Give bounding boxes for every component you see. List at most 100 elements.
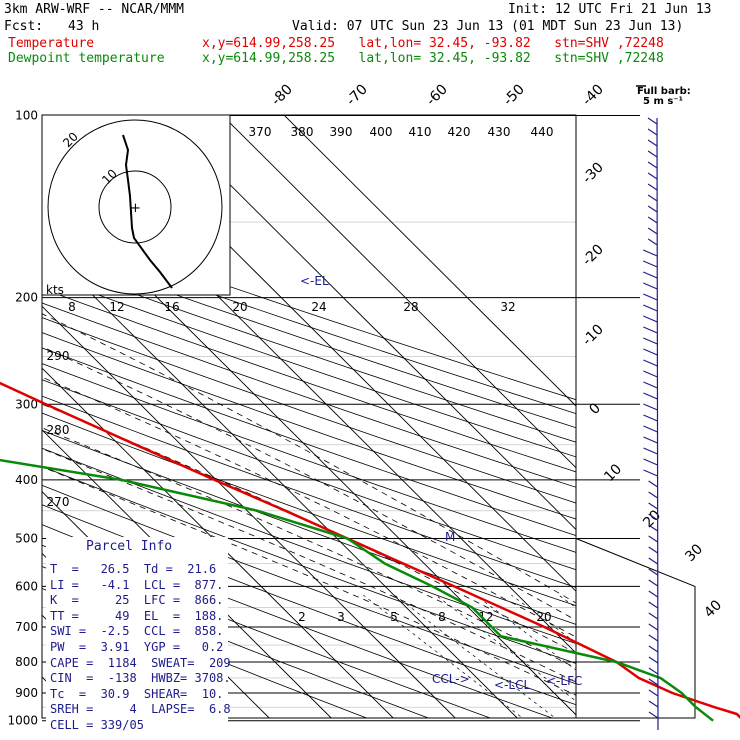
- isotherm-line: [283, 115, 576, 718]
- wind-barb: [648, 623, 659, 631]
- parcel-info-row: PW = 3.91 YGP = 0.2: [50, 640, 224, 654]
- wind-barb: [648, 524, 658, 532]
- mixing-ratio-label: 5: [390, 610, 398, 624]
- parcel-info-row: K = 25 LFC = 866.: [50, 593, 224, 608]
- wind-barb: [643, 337, 658, 345]
- wind-barb: [643, 392, 658, 400]
- parcel-info-row: CELL = 339/05: [50, 718, 144, 732]
- el-marker: <-EL: [300, 274, 329, 288]
- dry-adiabat-line: [42, 115, 576, 718]
- wind-barb: [647, 227, 658, 235]
- wind-barb: [643, 425, 658, 433]
- mixing-ratio-label: 8: [438, 610, 446, 624]
- forecast-label: Fcst:: [4, 19, 44, 34]
- dry-adiabat-line: [42, 115, 576, 718]
- diagram-tail: [575, 538, 696, 719]
- wind-barb: [643, 282, 658, 290]
- parcel-info-row: TT = 49 EL = 188.: [50, 608, 224, 623]
- wind-barb: [647, 128, 658, 136]
- pressure-label: 1000: [7, 714, 38, 728]
- wind-barb: [643, 249, 658, 257]
- dry-adiabat-line: [42, 115, 576, 718]
- dry-adiabat-line: [42, 115, 576, 718]
- parcel-info-row: Tc = 30.9 SHEAR= 10.: [50, 686, 224, 701]
- wind-barb: [647, 183, 658, 191]
- wind-barb: [643, 370, 658, 378]
- parcel-info-panel: Parcel Info T = 26.5 Td = 21.6 LI = -4.1 …: [46, 537, 231, 737]
- wind-barb: [647, 150, 658, 158]
- theta-label: 410: [409, 125, 432, 139]
- isotherm-label: -30: [579, 159, 606, 186]
- moist-adiabat-label: 32: [500, 300, 515, 314]
- lower-theta-label: 280: [47, 423, 70, 437]
- pressure-label: 800: [15, 655, 38, 669]
- theta-label: 370: [249, 125, 272, 139]
- wind-barb: [643, 260, 658, 268]
- parcel-info-row: T = 26.5 Td = 21.6: [50, 562, 217, 576]
- parcel-info-row: CAPE = 1184 SWEAT= 209: [50, 655, 231, 670]
- forecast-hour: 43 h: [68, 19, 100, 34]
- pressure-label: 700: [15, 620, 38, 634]
- theta-label: 440: [531, 125, 554, 139]
- wind-barb: [643, 436, 658, 444]
- moist-adiabat-label: 24: [311, 300, 326, 314]
- temperature-point-info: x,y=614.99,258.25 lat,lon= 32.45, -93.82…: [202, 36, 664, 51]
- m-marker: M: [445, 530, 455, 544]
- init-time: Init: 12 UTC Fri 21 Jun 13: [508, 2, 712, 17]
- barb-key-unit: 5 m s⁻¹: [643, 96, 683, 107]
- isotherm-label: -40: [579, 81, 606, 108]
- wind-barb: [648, 491, 658, 499]
- wind-barb: [648, 557, 659, 565]
- isotherm-line: [42, 115, 332, 718]
- wind-barb: [643, 271, 658, 279]
- parcel-info-row: CIN = -138 HWBZ= 3708.: [50, 671, 231, 686]
- wind-barb: [648, 711, 659, 719]
- theta-label: 380: [291, 125, 314, 139]
- mixing-ratio-label: 3: [337, 610, 345, 624]
- isotherm-label: -80: [268, 81, 295, 108]
- isotherm-line: [42, 115, 456, 718]
- pressure-label: 300: [15, 397, 38, 411]
- wind-barb: [647, 216, 658, 224]
- wind-barb: [647, 161, 658, 169]
- wind-barb: [643, 414, 658, 422]
- hodograph-ring: [98, 170, 172, 244]
- wind-barb: [647, 117, 658, 125]
- hodograph-unit-label: kts: [46, 283, 64, 297]
- wind-barb: [643, 348, 658, 356]
- hodograph-center-mark: +: [130, 201, 141, 216]
- dry-adiabat-line: [42, 115, 405, 718]
- wind-barb: [648, 513, 658, 521]
- wind-barb: [647, 139, 658, 147]
- barb-key-label: Full barb:: [637, 86, 691, 97]
- wind-barb: [643, 381, 658, 389]
- wind-barb: [643, 315, 658, 323]
- parcel-info-title: Parcel Info: [86, 539, 173, 554]
- wind-barb: [643, 469, 658, 477]
- wind-barb: [648, 546, 659, 554]
- wind-barb: [648, 656, 659, 664]
- wind-barb: [648, 612, 659, 620]
- wind-barbs: [643, 117, 659, 731]
- wind-barb: [648, 601, 659, 609]
- temperature-profile: [0, 381, 740, 719]
- dry-adiabat-line: [42, 115, 576, 718]
- wind-barb: [647, 194, 658, 202]
- dewpoint-point-info: x,y=614.99,258.25 lat,lon= 32.45, -93.82…: [202, 51, 664, 66]
- valid-time: Valid: 07 UTC Sun 23 Jun 13 (01 MDT Sun …: [292, 19, 684, 34]
- lcl-marker: <-LCL: [494, 678, 530, 692]
- isotherm-label: 10: [601, 461, 625, 485]
- isotherm-line: [42, 115, 394, 718]
- dry-adiabat-line: [42, 115, 576, 718]
- mixing-ratio-line: [475, 594, 576, 718]
- isotherm-label: 30: [682, 541, 706, 565]
- lower-theta-label: 290: [47, 349, 70, 363]
- parcel-info-row: SWI = -2.5 CCL = 858.: [50, 624, 224, 639]
- isotherm-line: [42, 115, 518, 718]
- moist-adiabat-label: 12: [109, 300, 124, 314]
- isotherm-line: [42, 115, 146, 718]
- wind-barb: [648, 689, 659, 697]
- dry-adiabat-line: [42, 115, 576, 718]
- dewpoint-profile: [0, 458, 714, 722]
